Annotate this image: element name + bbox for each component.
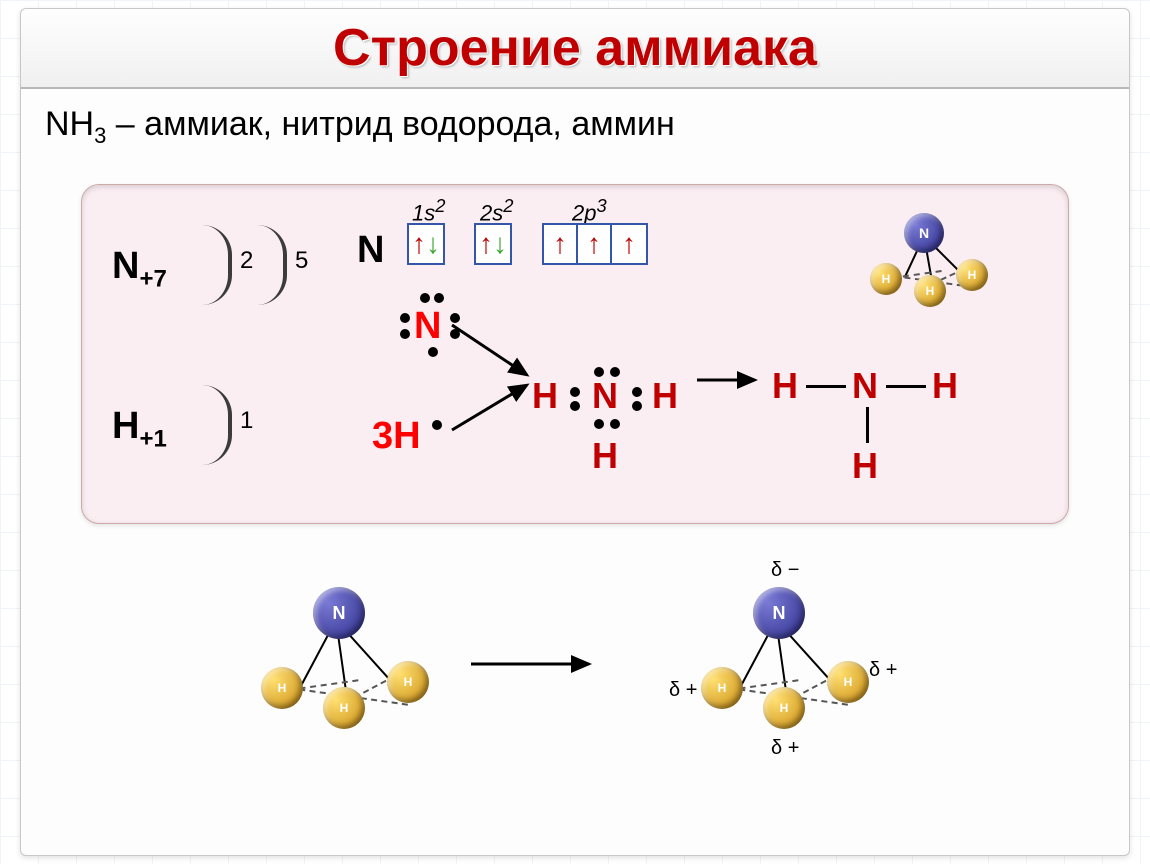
orb-cell: ↑ [544, 225, 578, 263]
arrow-icon [442, 315, 542, 445]
subtitle-rest: – аммиак, нитрид водорода, аммин [106, 105, 674, 143]
atom-n: N [904, 213, 944, 253]
atom-n: N [753, 587, 805, 639]
arrow-icon [697, 365, 767, 395]
shell-n-1: 2 [240, 247, 253, 275]
arc-h-1 [202, 385, 232, 465]
molecule-3d-panel: N H H H [852, 205, 1002, 325]
orbital-n-label: N [357, 229, 384, 272]
atom-h: H [870, 263, 902, 295]
orb-cell: ↑↓ [409, 225, 443, 263]
atom-h: H [956, 259, 988, 291]
formula-nh: NH [45, 105, 94, 143]
three-h-label: 3H [372, 415, 421, 458]
orb-cell: ↑ [612, 225, 646, 263]
spin-down-icon: ↓ [426, 228, 440, 260]
atom-h: H [323, 687, 365, 729]
shell-h-1: 1 [240, 407, 253, 435]
atom-n: N [313, 587, 365, 639]
delta-plus-label: δ + [771, 737, 799, 760]
spin-up-icon: ↑ [479, 228, 493, 260]
atom-h: H [763, 687, 805, 729]
delta-plus-label: δ + [669, 679, 697, 702]
orb-label-2s: 2s2 [480, 195, 513, 226]
atom-h: H [701, 667, 743, 709]
shell-n-2: 5 [295, 247, 308, 275]
structural-formula: H N H H [772, 345, 972, 475]
atom-h: H [261, 667, 303, 709]
orb-box-1s: ↑↓ [407, 223, 445, 265]
orb-cell: ↑ [578, 225, 612, 263]
spin-up-icon: ↑ [622, 228, 636, 260]
subtitle: NH3 – аммиак, нитрид водорода, аммин [45, 105, 675, 149]
atom-h: H [827, 661, 869, 703]
lewis-hnh: H N H H [532, 345, 692, 475]
orb-label-1s: 1s2 [412, 195, 445, 226]
arc-n-2 [257, 225, 287, 305]
atom-h: H [914, 275, 946, 307]
spin-up-icon: ↑ [412, 228, 426, 260]
shell-n-label: N+7 [112, 245, 167, 294]
page-title: Строение аммиака [333, 18, 817, 78]
slide-container: Строение аммиака NH3 – аммиак, нитрид во… [20, 8, 1130, 856]
spin-up-icon: ↑ [587, 228, 601, 260]
molecule-3d-left: N H H H [231, 569, 451, 769]
arc-n-1 [202, 225, 232, 305]
main-panel: N+7 2 5 H+1 1 N 1s2 2s2 2p3 ↑↓ ↑↓ ↑ ↑ ↑ [81, 184, 1069, 524]
spin-up-icon: ↑ [553, 228, 567, 260]
title-bar: Строение аммиака [21, 9, 1129, 89]
shell-h-label: H+1 [112, 405, 167, 454]
delta-plus-label: δ + [869, 659, 897, 682]
atom-h: H [387, 661, 429, 703]
orb-box-2p: ↑ ↑ ↑ [542, 223, 648, 265]
molecule-3d-right: N H H H δ − δ + δ + δ + [651, 559, 911, 779]
delta-minus-label: δ − [771, 559, 799, 582]
arrow-icon [471, 649, 601, 679]
orb-box-2s: ↑↓ [474, 223, 512, 265]
spin-down-icon: ↓ [493, 228, 507, 260]
formula-sub: 3 [94, 123, 106, 148]
orb-label-2p: 2p3 [572, 195, 607, 226]
orb-cell: ↑↓ [476, 225, 510, 263]
